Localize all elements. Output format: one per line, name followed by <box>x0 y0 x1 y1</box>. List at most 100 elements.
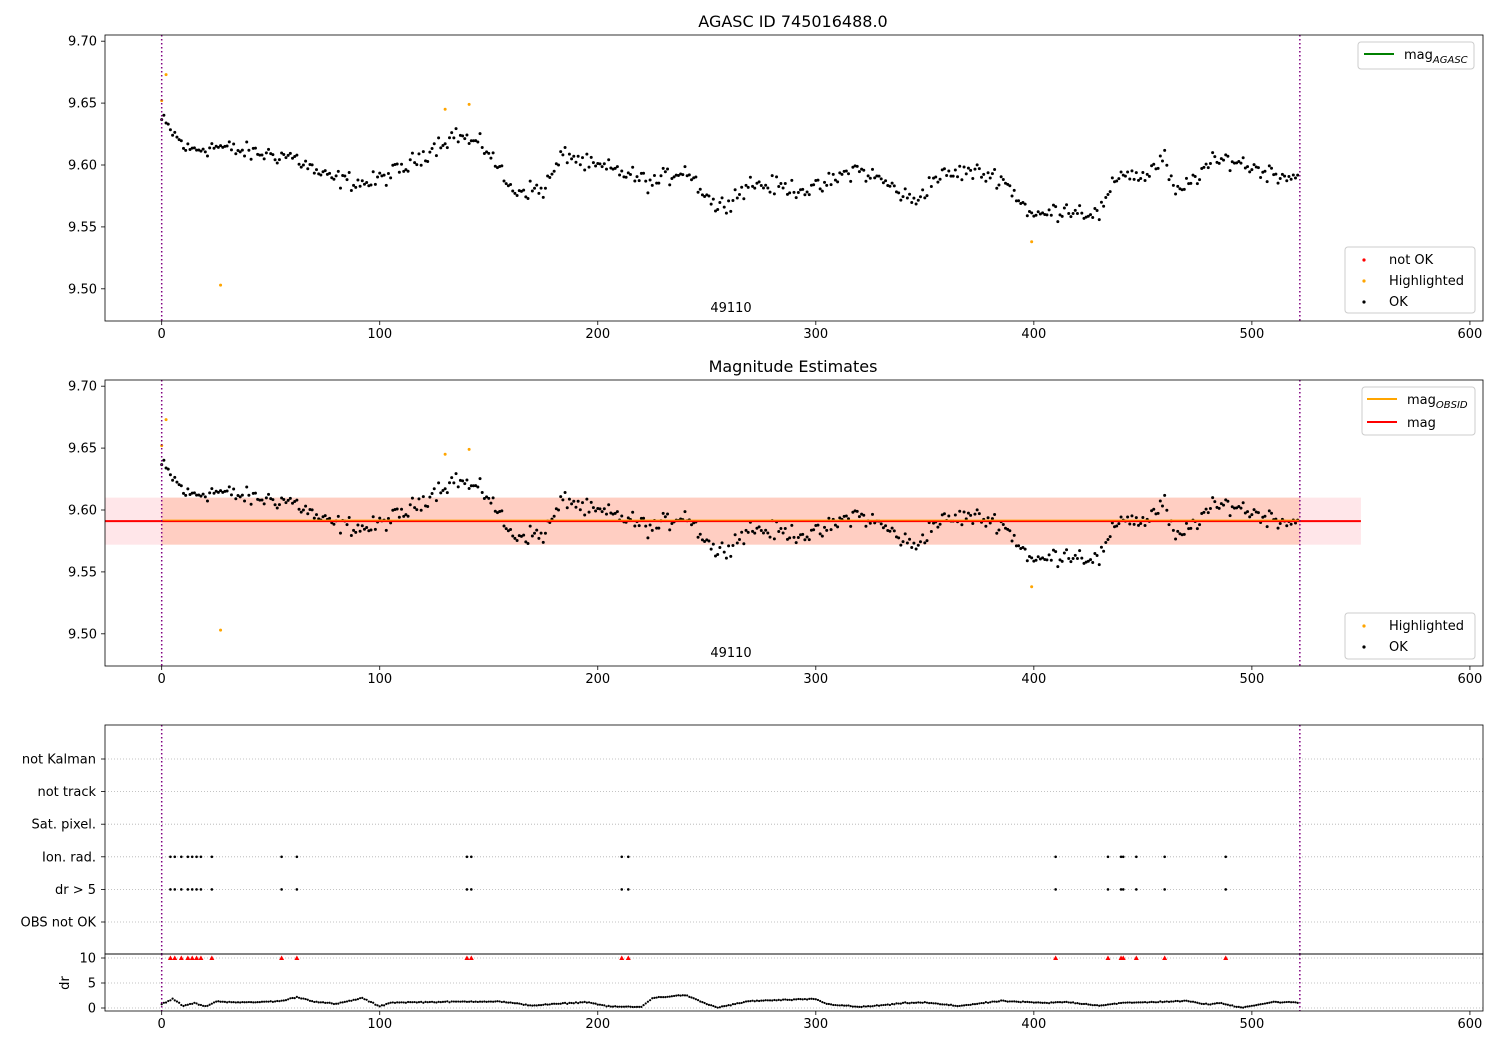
dr-point <box>668 995 671 998</box>
ok-point <box>1058 558 1062 562</box>
dr-point <box>967 1003 970 1007</box>
dr-point <box>749 999 752 1003</box>
dr-point <box>382 1004 386 1007</box>
ok-point <box>1158 499 1162 503</box>
ok-point <box>310 163 314 167</box>
dr-point <box>1152 1001 1155 1004</box>
dr-point <box>1290 1001 1293 1004</box>
dr-point <box>1189 1000 1192 1003</box>
dr-point <box>727 1004 730 1007</box>
ok-point <box>513 536 517 540</box>
ok-point <box>1097 218 1101 222</box>
ok-point <box>1147 174 1151 178</box>
ok-point <box>297 162 301 166</box>
ok-point <box>764 528 768 532</box>
xtick-label-0-0: 0 <box>158 327 166 342</box>
ok-point <box>844 514 848 518</box>
ok-point <box>740 185 744 189</box>
ok-point <box>737 192 741 196</box>
dr-point <box>341 1001 344 1004</box>
dr-point <box>439 1001 442 1004</box>
dr-point <box>472 1000 475 1004</box>
ok-point <box>1152 507 1156 511</box>
ok-point <box>1137 178 1140 182</box>
ok-point <box>960 523 964 527</box>
dr-point <box>908 1002 911 1005</box>
ok-point <box>812 183 816 187</box>
ok-point <box>587 165 591 169</box>
dr-point <box>712 1004 715 1008</box>
dr-point <box>1194 1001 1197 1004</box>
dr-point <box>618 1005 621 1008</box>
dr-point <box>631 1005 634 1009</box>
ok-point <box>192 491 196 495</box>
dr-point <box>293 997 296 1000</box>
ok-point <box>349 533 353 537</box>
dr-point <box>845 1004 848 1007</box>
ok-point <box>456 140 460 144</box>
dr-ytick-label-2: 10 <box>79 952 96 967</box>
ok-point <box>757 180 761 184</box>
ok-point <box>1287 174 1291 178</box>
ok-point <box>683 165 687 169</box>
ok-point <box>855 164 859 168</box>
dr-point <box>956 1005 959 1008</box>
ok-point <box>208 146 212 150</box>
ok-point <box>282 498 286 502</box>
ok-point <box>578 508 582 512</box>
ok-point <box>1243 166 1247 170</box>
ok-point <box>587 510 591 514</box>
ok-point <box>1174 192 1178 196</box>
ok-point <box>1165 508 1169 512</box>
ok-point <box>670 176 674 180</box>
ok-point <box>973 512 977 516</box>
dr-point <box>411 1001 414 1004</box>
ok-point <box>1139 176 1143 180</box>
ok-point <box>500 509 504 513</box>
dr-point <box>766 999 769 1002</box>
ok-point <box>1143 523 1147 527</box>
ok-point <box>840 172 844 176</box>
ok-point <box>275 506 279 510</box>
dr-point <box>904 1001 907 1004</box>
dr-point <box>1244 1005 1247 1008</box>
ok-point <box>574 505 578 509</box>
ok-point <box>1239 161 1243 165</box>
ok-point <box>530 534 534 538</box>
ok-point <box>334 174 338 178</box>
ok-point <box>478 477 482 481</box>
ok-point <box>299 510 303 514</box>
dr-frame <box>104 953 1484 1012</box>
dr-point <box>657 995 660 999</box>
dr-point <box>838 1004 841 1007</box>
ok-point <box>395 507 399 511</box>
ok-point <box>1078 549 1082 553</box>
ok-point <box>240 493 244 497</box>
ok-point <box>1110 176 1114 180</box>
dr-point <box>675 994 678 997</box>
ok-point <box>620 514 624 518</box>
dr-point <box>1006 1000 1009 1003</box>
dr-point <box>958 1004 961 1008</box>
ok-point <box>288 151 292 155</box>
dr-point <box>710 1004 713 1007</box>
ok-point <box>1230 505 1234 509</box>
dr-point <box>801 998 804 1001</box>
ok-point <box>720 541 724 545</box>
ok-point <box>301 508 305 512</box>
ok-point <box>1217 161 1221 165</box>
dr-point <box>677 994 680 997</box>
ok-point <box>461 134 465 138</box>
dr-point <box>829 1003 833 1006</box>
ok-point <box>929 185 933 189</box>
xtick-label-1-2: 200 <box>585 672 610 687</box>
ok-point <box>1034 213 1038 217</box>
ok-point <box>788 536 792 540</box>
ok-point <box>1204 162 1208 166</box>
dr-point <box>965 1003 968 1007</box>
ok-point <box>1270 166 1274 170</box>
ok-point <box>229 493 233 497</box>
ok-point <box>984 524 988 528</box>
dr-point <box>228 1000 231 1003</box>
ok-point <box>1285 524 1289 528</box>
